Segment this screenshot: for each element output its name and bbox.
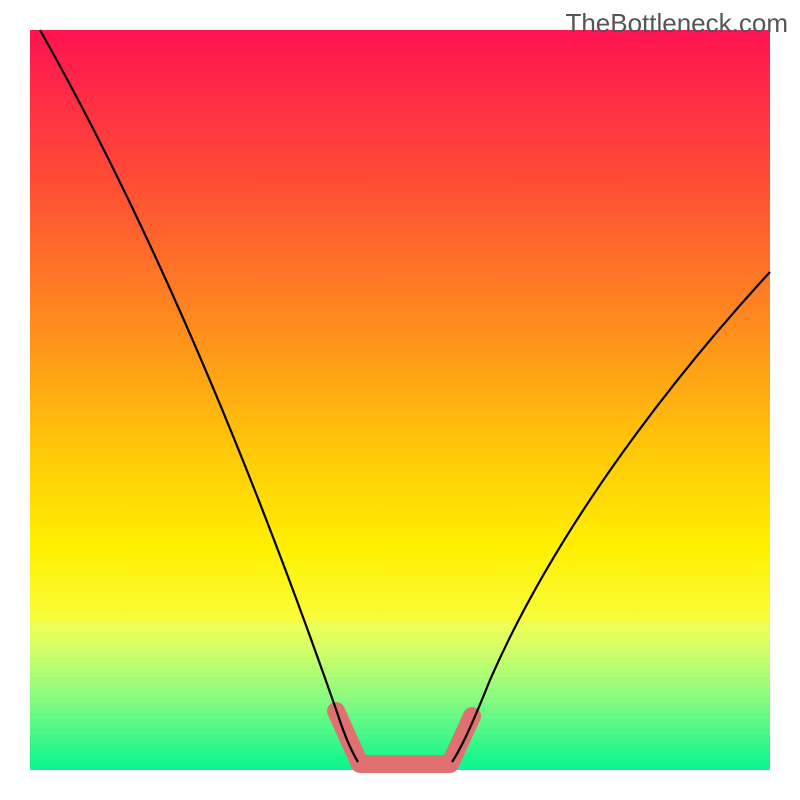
watermark-text: TheBottleneck.com — [565, 8, 788, 39]
bottleneck-chart: TheBottleneck.com — [0, 0, 800, 800]
bottom-band-striations — [30, 622, 770, 776]
chart-svg — [0, 0, 800, 800]
